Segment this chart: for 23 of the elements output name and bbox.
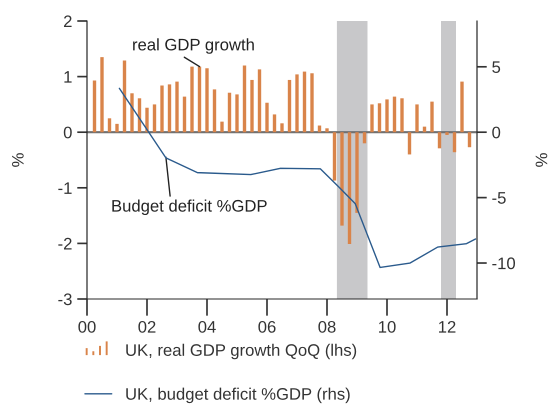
x-tick-label: 12: [439, 320, 456, 333]
annotation: Budget deficit %GDP: [112, 199, 267, 216]
x-tick-label: 06: [258, 320, 276, 333]
x-tick-label: 08: [318, 320, 336, 333]
y-tick-label: 1: [64, 71, 72, 83]
y2-tick-label: 0: [492, 126, 500, 138]
x-tick-label: 00: [78, 320, 96, 333]
y-tick-label: 0: [64, 126, 72, 138]
y-tick-label: 2: [64, 15, 72, 28]
x-tick-label: 04: [198, 320, 216, 333]
y2-tick-label: 5: [492, 61, 500, 73]
y-tick-label: -1: [58, 182, 72, 194]
legend-label: UK, real GDP growth QoQ (lhs): [126, 344, 356, 360]
x-tick-label: 02: [138, 320, 156, 333]
x-tick-label: 10: [379, 320, 396, 333]
y-tick-label: -3: [58, 293, 72, 306]
y2-axis-title: %: [536, 153, 548, 167]
y-axis-title: %: [12, 153, 24, 167]
annotation: real GDP growth: [133, 38, 254, 54]
legend-label: UK, budget deficit %GDP (rhs): [126, 388, 350, 404]
y2-tick-label: -10: [492, 257, 516, 270]
y-tick-label: -2: [58, 238, 72, 250]
y2-tick-label: -5: [492, 192, 506, 204]
